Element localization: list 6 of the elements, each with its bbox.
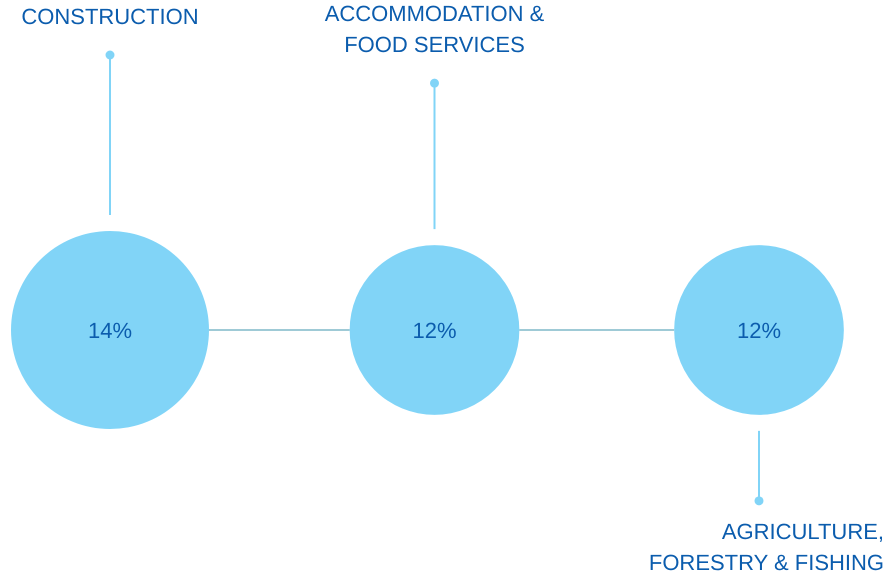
data-label: 12% (736, 318, 782, 343)
data-label: 12% (412, 318, 457, 343)
category-label: AGRICULTURE, FORESTRY & FISHING (648, 518, 884, 574)
data-label: 14% (88, 318, 132, 343)
category-label: CONSTRUCTION (21, 4, 199, 29)
category-label: ACCOMMODATION & FOOD SERVICES (324, 1, 545, 58)
